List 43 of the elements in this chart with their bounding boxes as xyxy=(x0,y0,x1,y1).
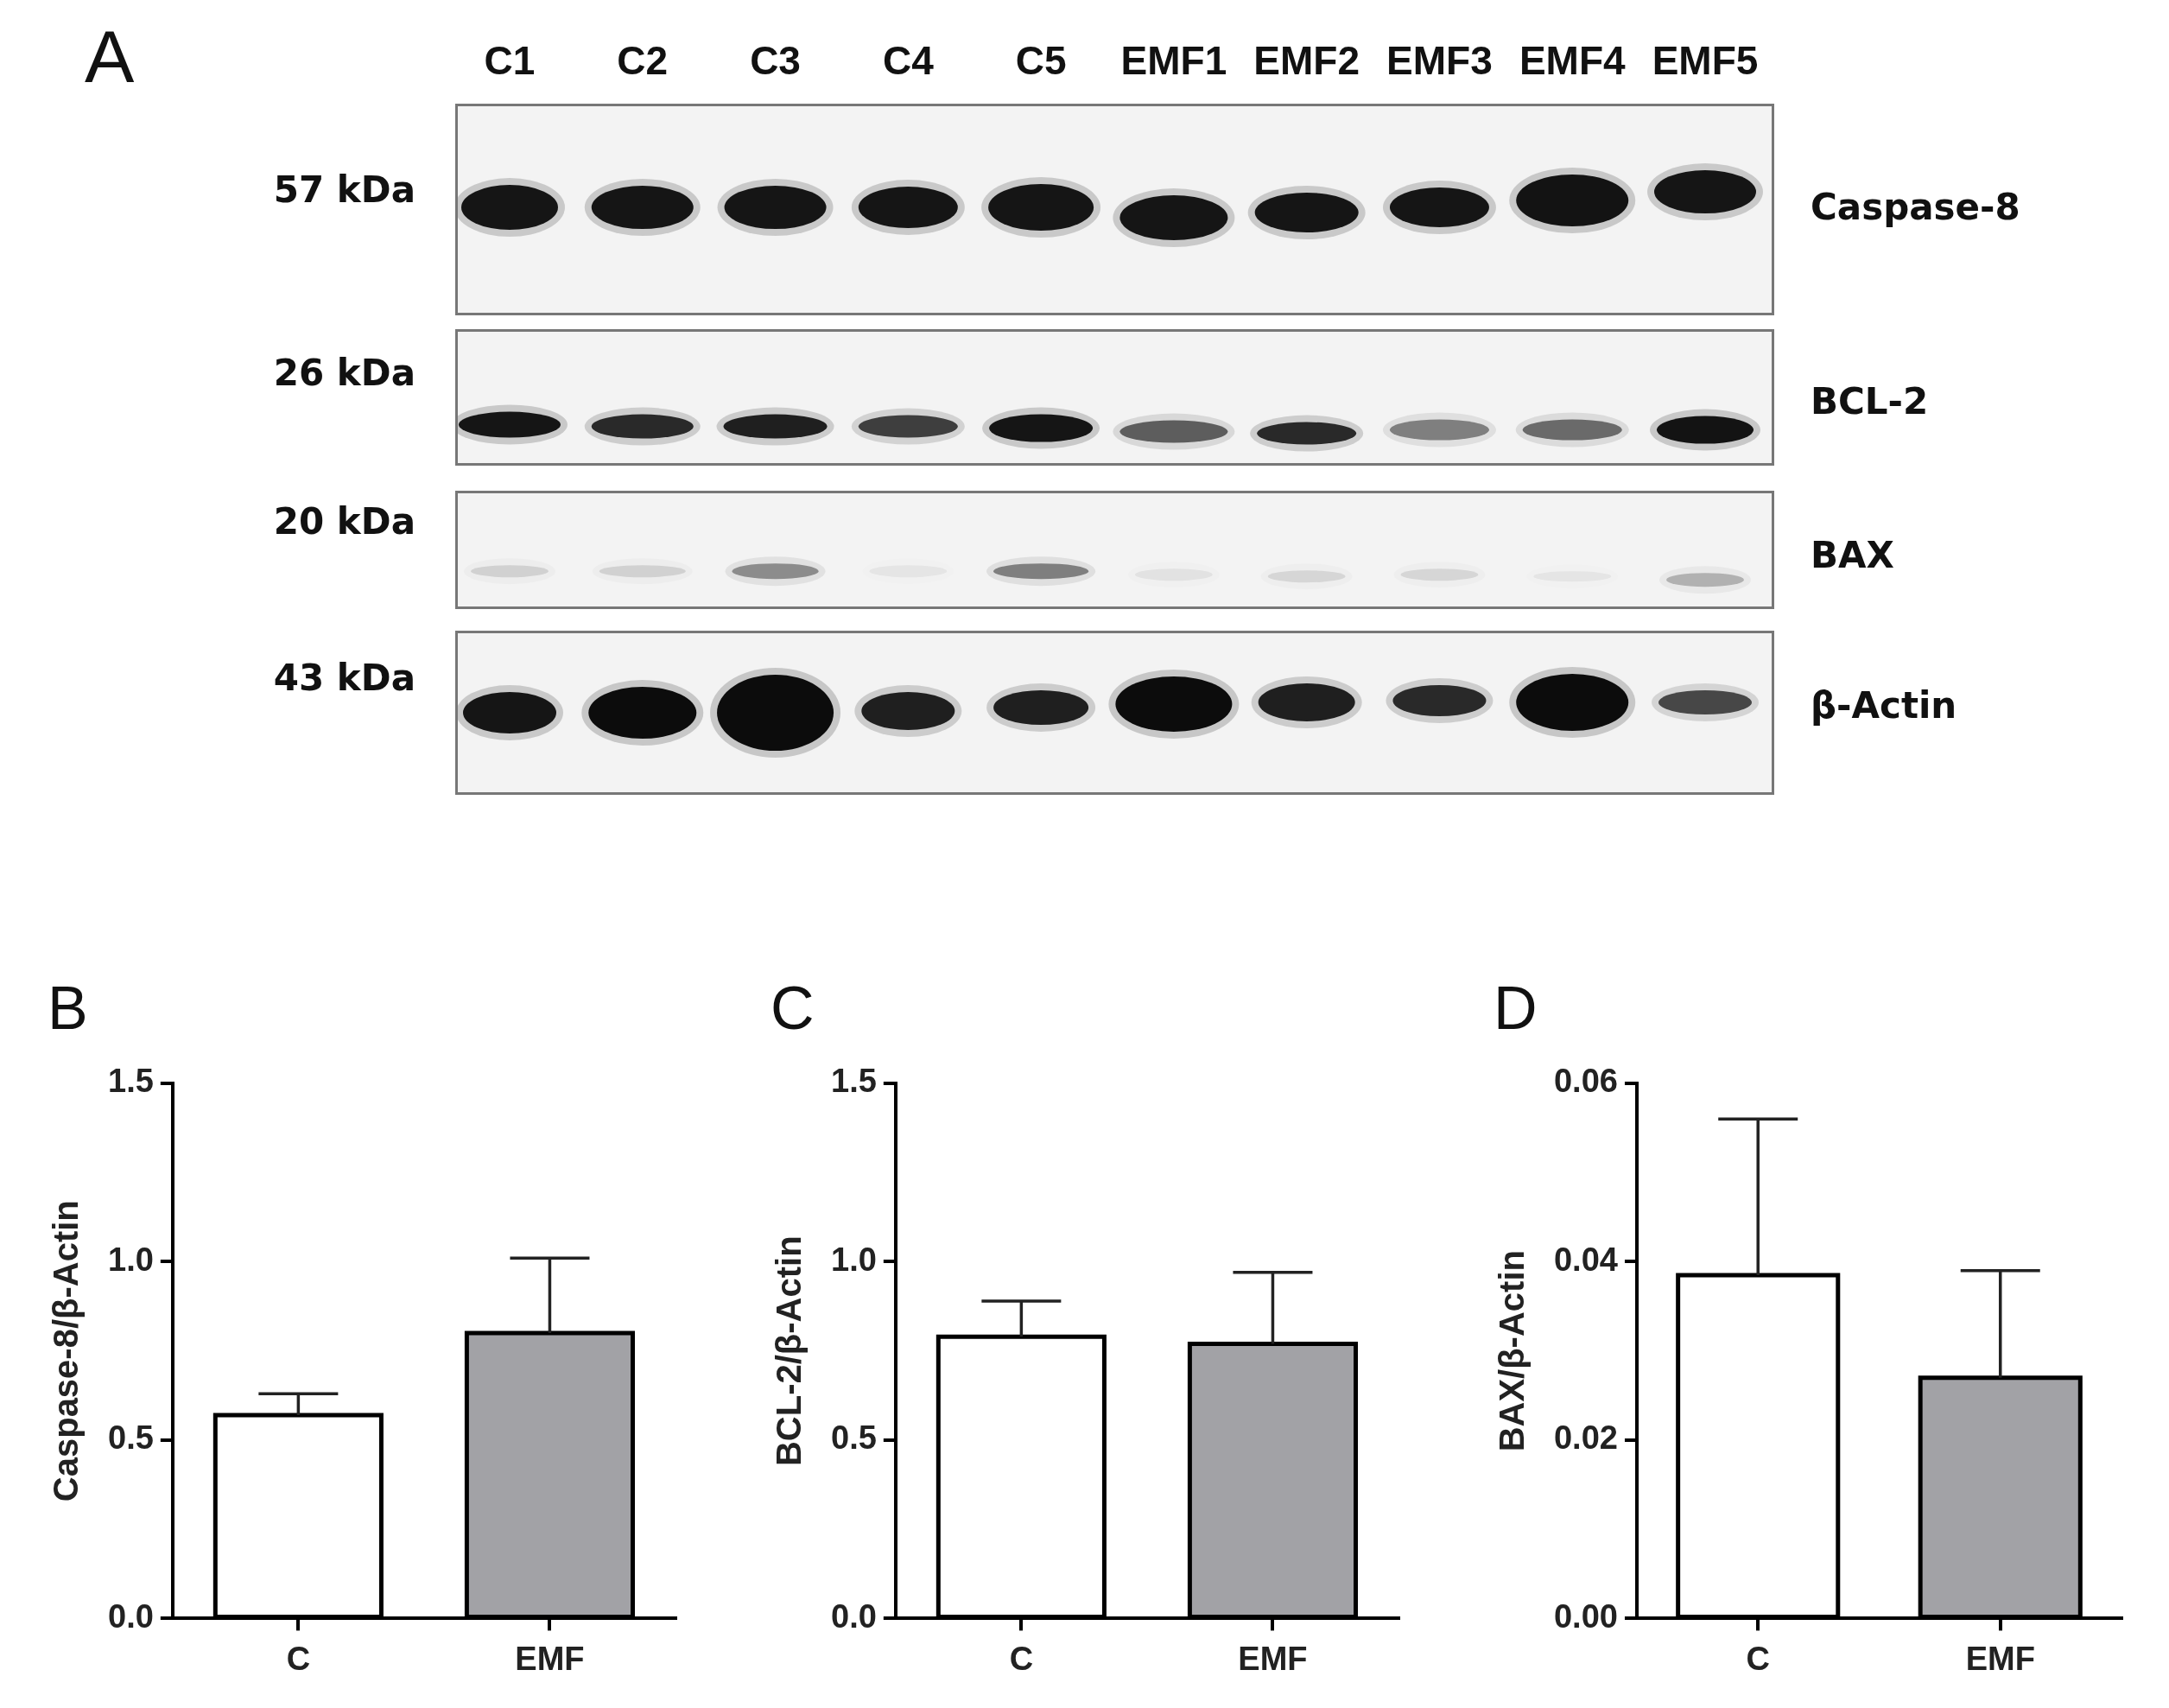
category-label: 26 kDa xyxy=(273,351,415,394)
y-tick-label: 0.04 xyxy=(1553,1241,1618,1278)
text: A xyxy=(85,15,135,98)
y-tick-label: 0.06 xyxy=(1553,1063,1618,1100)
x-tick-label: EMF xyxy=(1965,1640,2035,1677)
x-tick-label: C xyxy=(1009,1640,1034,1677)
category-label: C2 xyxy=(617,38,669,83)
x-tick-label: EMF xyxy=(1238,1640,1308,1677)
category-label: C1 xyxy=(484,38,536,83)
category-label: EMF4 xyxy=(1519,38,1626,83)
x-tick-label: EMF xyxy=(515,1640,585,1677)
chart-title: D xyxy=(1494,975,1538,1043)
category-label: C4 xyxy=(882,38,934,83)
category-label: EMF3 xyxy=(1386,38,1493,83)
category-label: β-Actin xyxy=(1811,684,1957,727)
category-label: C5 xyxy=(1015,38,1067,83)
y-axis-title: BCL-2/β-Actin xyxy=(770,1235,809,1467)
y-axis-title: BAX/β-Actin xyxy=(1493,1250,1532,1452)
category-label: C3 xyxy=(750,38,801,83)
x-tick-label: C xyxy=(1746,1640,1770,1677)
category-label: EMF1 xyxy=(1120,38,1227,83)
category-label: Caspase-8 xyxy=(1811,186,2020,229)
y-tick-label: 1.5 xyxy=(831,1063,877,1100)
category-label: EMF5 xyxy=(1652,38,1759,83)
chart-title: C xyxy=(771,975,815,1043)
y-tick-label: 0.00 xyxy=(1553,1597,1618,1635)
y-tick-label: 1.0 xyxy=(108,1241,154,1278)
x-tick-label: C xyxy=(286,1640,311,1677)
y-tick-label: 0.0 xyxy=(831,1597,877,1635)
y-tick-label: 0.0 xyxy=(108,1597,154,1635)
category-label: 43 kDa xyxy=(273,657,415,700)
y-tick-label: 1.5 xyxy=(108,1063,154,1100)
y-tick-label: 0.02 xyxy=(1553,1419,1618,1457)
y-axis-title: Caspase-8/β-Actin xyxy=(47,1200,86,1502)
y-tick-label: 1.0 xyxy=(831,1241,877,1278)
category-label: EMF2 xyxy=(1253,38,1360,83)
y-tick-label: 0.5 xyxy=(108,1419,154,1457)
y-tick-label: 0.5 xyxy=(831,1419,877,1457)
category-label: 20 kDa xyxy=(273,499,415,543)
category-label: BCL-2 xyxy=(1811,379,1929,422)
category-label: 57 kDa xyxy=(273,168,415,212)
chart-title: B xyxy=(48,975,88,1043)
category-label: BAX xyxy=(1811,534,1894,577)
